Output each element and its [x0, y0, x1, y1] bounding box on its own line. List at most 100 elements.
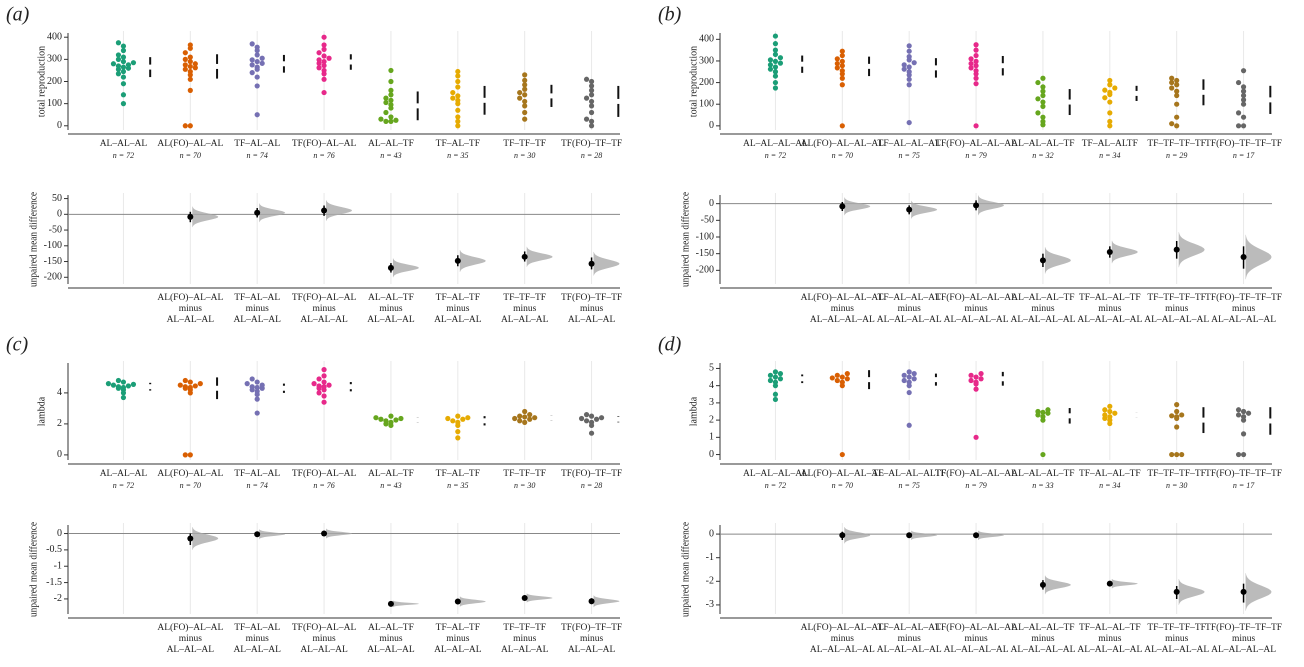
mean-difference: [973, 532, 980, 539]
group-size: n = 72: [765, 481, 786, 490]
y-tick-label: -1: [706, 552, 714, 563]
x-tick-label: AL–AL–AL–AL: [1211, 315, 1276, 325]
data-point: [527, 416, 533, 422]
y-tick-label: 200: [47, 76, 62, 87]
x-tick-label: AL(FO)–AL–AL–AL: [801, 138, 885, 149]
x-tick-label: minus: [964, 304, 988, 314]
x-tick-label: AL–AL–AL–AL: [810, 315, 875, 325]
y-tick-label: 0: [57, 528, 62, 539]
x-tick-label: minus: [179, 304, 203, 314]
x-tick-label: TF–AL–TF: [436, 293, 480, 303]
x-tick-label: AL–AL–AL: [233, 315, 281, 325]
data-point: [249, 62, 255, 68]
data-point: [583, 95, 590, 101]
data-point: [321, 67, 327, 74]
x-tick-label: TF–TF–TF–TF: [1147, 469, 1206, 479]
y-tick-label: -1: [54, 561, 62, 572]
data-point: [1169, 121, 1175, 127]
data-point: [187, 54, 193, 60]
y-tick-label: 4: [709, 380, 714, 391]
data-point: [1235, 79, 1242, 86]
data-point: [588, 419, 595, 425]
x-tick-label: AL(FO)–AL–AL: [157, 622, 223, 633]
data-point: [120, 379, 127, 385]
y-tick-label: -50: [49, 224, 62, 235]
x-tick-label: TF(FO)–TF–TF: [561, 468, 622, 479]
bootstrap-distribution: [526, 246, 553, 267]
data-point: [383, 99, 389, 106]
data-point: [772, 379, 779, 385]
estimation-chart: unpaired mean difference 50 0 -50 -100 -150 -2…: [28, 191, 622, 325]
data-point: [777, 60, 784, 66]
x-tick-label: TF(FO)–TF–TF: [561, 138, 622, 149]
x-tick-label: AL–AL–AL: [367, 645, 415, 655]
data-point: [772, 391, 779, 397]
data-point: [1107, 82, 1113, 88]
group-size: n = 70: [832, 151, 853, 160]
data-point: [259, 60, 265, 66]
data-point: [187, 76, 193, 82]
data-point: [110, 382, 117, 388]
bootstrap-distribution: [1245, 234, 1272, 280]
x-tick-label: AL(FO)–AL–AL–AL: [801, 622, 885, 633]
data-point: [588, 87, 595, 93]
data-point: [1174, 408, 1180, 415]
data-point: [115, 384, 122, 390]
data-point: [1045, 407, 1051, 413]
data-point: [517, 95, 523, 101]
x-tick-label: AL–AL–AL: [100, 469, 148, 479]
data-point: [450, 418, 456, 424]
x-tick-label: minus: [312, 634, 336, 644]
mean-difference: [906, 206, 913, 213]
data-point: [772, 374, 779, 380]
x-tick-label: TF–TF–TF: [503, 293, 546, 303]
data-point: [388, 419, 394, 425]
swarm-chart: (c) lambda 0 2 4 AL–AL–AL n = 72 AL(FO)–AL–AL n …: [6, 334, 622, 490]
data-point: [1112, 410, 1118, 416]
group-size: n = 43: [380, 151, 401, 160]
x-tick-label: TF–TF–TF: [503, 623, 546, 633]
data-point: [593, 416, 600, 422]
data-point: [187, 63, 193, 70]
data-point: [1174, 88, 1180, 94]
bootstrap-distribution: [326, 200, 353, 221]
data-point: [254, 379, 260, 385]
x-tick-label: TF–AL–TF: [436, 623, 480, 633]
mean-difference: [588, 260, 595, 267]
estimation-chart: unpaired mean difference 0 -0.5 -1 -1.5 -2 AL(…: [28, 521, 622, 655]
data-point: [1040, 84, 1046, 90]
x-tick-label: minus: [1232, 634, 1256, 644]
x-tick-label: TF(FO)–TF–TF: [561, 622, 622, 633]
data-point: [1174, 123, 1180, 129]
y-tick-label: 400: [699, 34, 714, 45]
data-point: [772, 33, 779, 39]
mean-difference: [588, 598, 595, 605]
x-tick-label: AL–AL–AL–AL: [1077, 315, 1142, 325]
data-point: [182, 56, 188, 62]
data-point: [772, 73, 779, 79]
y-tick-label: 0: [709, 120, 714, 131]
data-point: [834, 377, 840, 384]
x-tick-label: TF–AL–TF: [436, 469, 480, 479]
data-point: [378, 416, 384, 422]
x-tick-label: minus: [1165, 634, 1189, 644]
data-point: [1112, 85, 1118, 91]
data-point: [321, 34, 327, 40]
data-point: [130, 60, 137, 66]
data-point: [254, 410, 260, 416]
data-point: [772, 69, 779, 75]
data-point: [522, 98, 528, 105]
y-tick-label: -150: [696, 248, 714, 259]
data-point: [1174, 402, 1180, 408]
data-point: [1235, 110, 1242, 116]
mean-difference: [521, 594, 528, 601]
data-point: [973, 47, 979, 53]
x-tick-label: AL–AL–AL: [568, 645, 616, 655]
data-point: [455, 435, 461, 441]
x-tick-label: AL–AL–AL–AL: [944, 645, 1009, 655]
x-tick-label: AL–AL–TF: [368, 139, 414, 149]
x-tick-label: AL–AL–AL–AL: [1077, 645, 1142, 655]
data-point: [829, 375, 835, 381]
data-point: [455, 429, 461, 435]
data-point: [192, 383, 198, 389]
